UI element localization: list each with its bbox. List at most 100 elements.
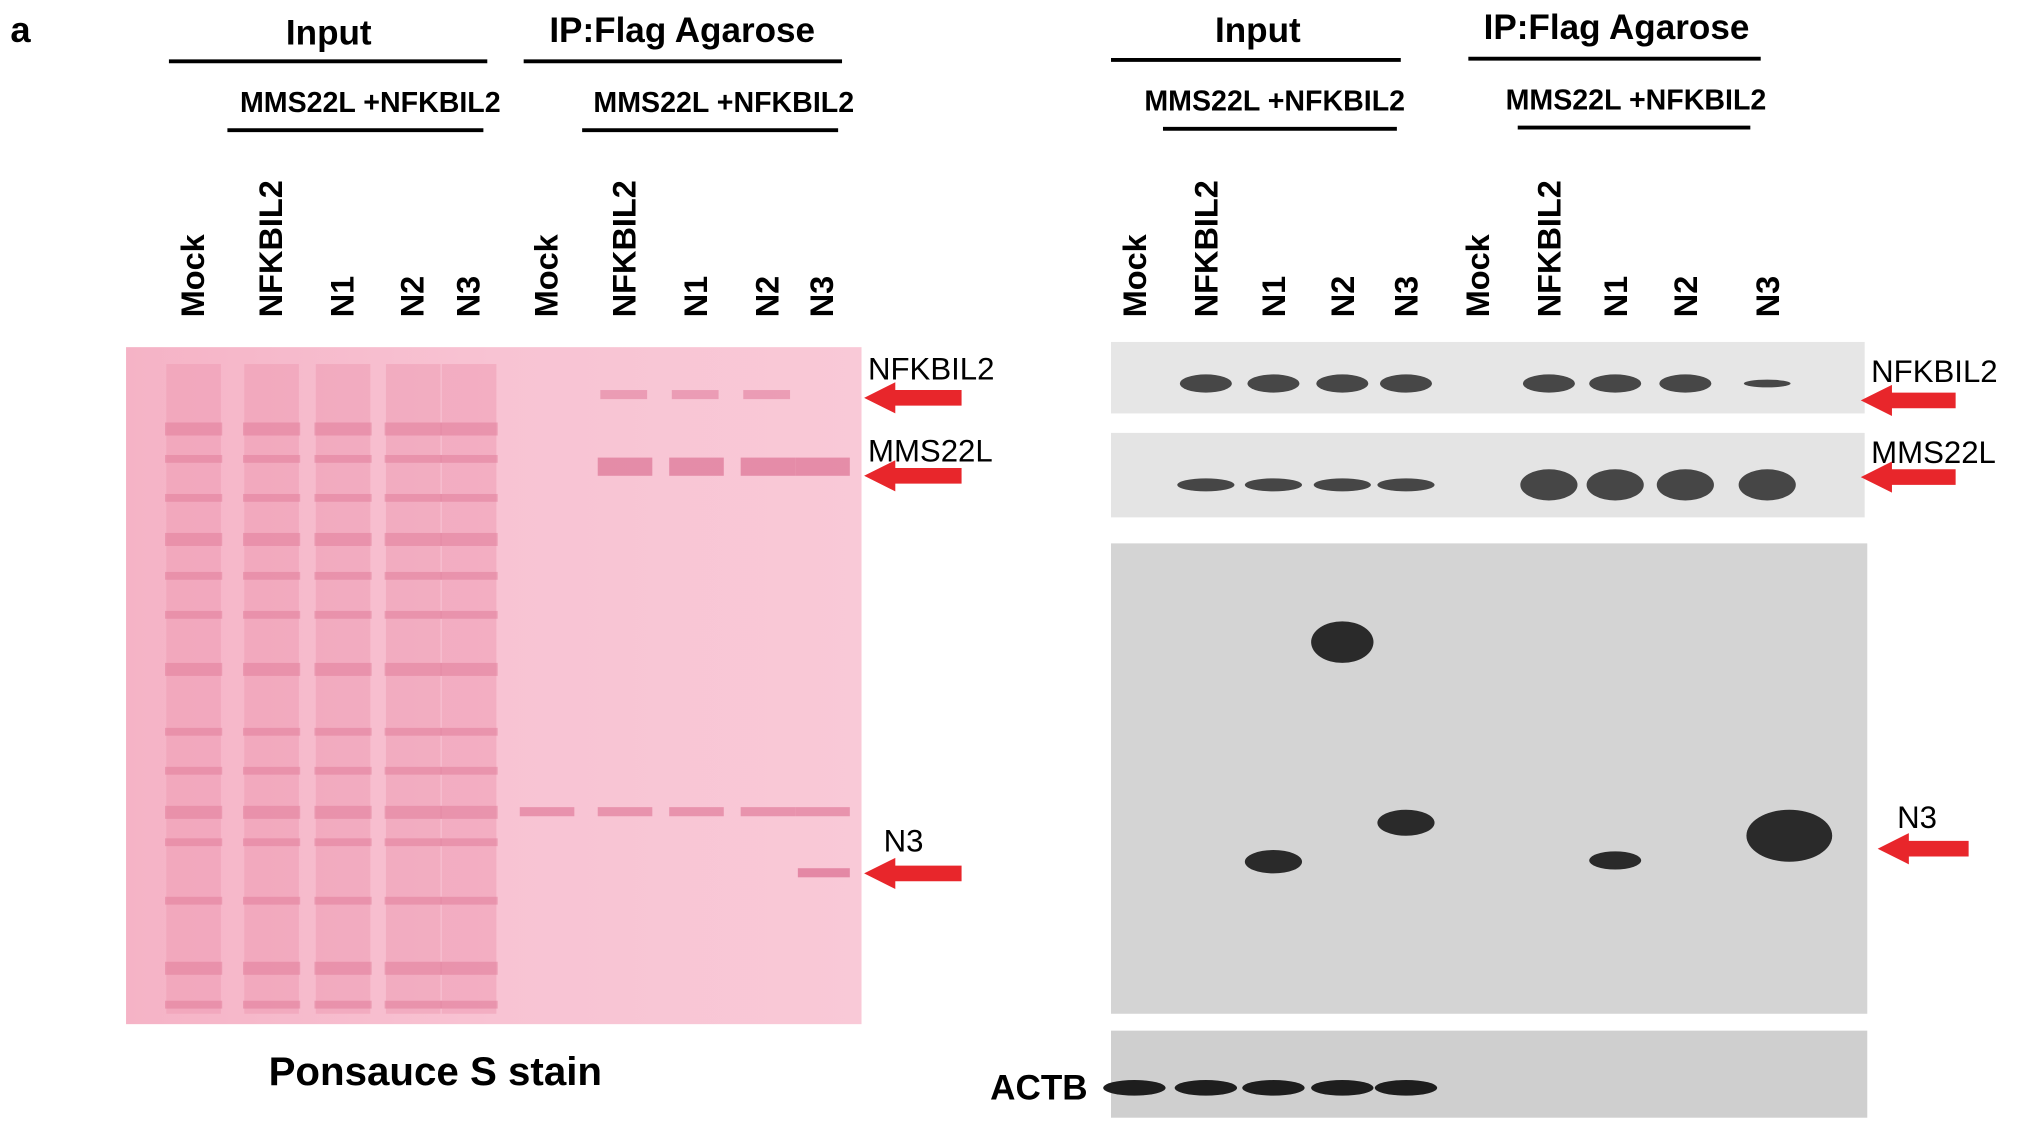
stain-band [384, 493, 442, 502]
lane-label: N3 [1750, 276, 1786, 318]
stain-band [165, 422, 223, 436]
band [1174, 1080, 1238, 1096]
lane-label: NFKBIL2 [1189, 180, 1225, 317]
stain-band [242, 422, 301, 436]
stain-band [165, 805, 223, 819]
group-title: Input [1215, 11, 1301, 50]
stain-band [314, 838, 372, 847]
stain-band [597, 807, 653, 817]
stain-band [384, 838, 442, 847]
stain-band [669, 457, 724, 476]
lane-label: Mock [175, 233, 211, 317]
band [1738, 469, 1796, 501]
stain-band [440, 532, 498, 546]
lane-label: NFKBIL2 [253, 180, 289, 317]
group-subtitle: MMS22L +NFKBIL2 [593, 87, 854, 119]
red-arrow [864, 460, 962, 492]
lane-label: N1 [324, 276, 360, 318]
band [1586, 469, 1644, 501]
stain-band [795, 807, 850, 817]
stain-band [242, 766, 301, 775]
lane-smear [244, 364, 299, 1014]
stain-band [740, 457, 796, 476]
stain-band [740, 807, 796, 817]
stain-band [314, 662, 372, 676]
loading-control-label: ACTB [990, 1069, 1087, 1108]
band [1377, 809, 1435, 836]
stain-band [242, 532, 301, 546]
stain-band [669, 807, 724, 817]
stain-band [165, 896, 223, 905]
band [1659, 374, 1712, 393]
blot-actb [1111, 1030, 1868, 1118]
red-arrow [864, 857, 962, 890]
stain-band [242, 838, 301, 847]
stain-band [314, 422, 372, 436]
panel-label: a [10, 9, 31, 50]
stain-band [384, 805, 442, 819]
stain-band [384, 1000, 442, 1009]
band [1247, 374, 1300, 393]
group-title: IP:Flag Agarose [1484, 8, 1750, 47]
stain-band [440, 1000, 498, 1009]
stain-band [314, 961, 372, 975]
stain-band [519, 807, 575, 817]
stain-band [242, 454, 301, 463]
band [1522, 374, 1575, 393]
band [1103, 1080, 1166, 1096]
stain-band [440, 766, 498, 775]
band [1379, 374, 1432, 393]
band [1589, 851, 1642, 870]
stain-band [165, 727, 223, 736]
marker-label: N3 [884, 823, 924, 858]
lane-label: N1 [678, 276, 714, 318]
stain-band [242, 493, 301, 502]
stain-band [242, 961, 301, 975]
band [1374, 1080, 1438, 1096]
stain-band [165, 961, 223, 975]
stain-band [795, 457, 850, 476]
stain-band [242, 805, 301, 819]
band [1244, 478, 1303, 492]
stain-band [242, 662, 301, 676]
stain-band [314, 1000, 372, 1009]
blot-mms22l [1111, 432, 1865, 518]
stain-band [242, 1000, 301, 1009]
stain-band [165, 571, 223, 580]
group-title: Input [286, 13, 372, 52]
stain-band [314, 532, 372, 546]
stain-band [384, 422, 442, 436]
stain-band [440, 422, 498, 436]
band [1313, 478, 1371, 492]
group-subtitle: MMS22L +NFKBIL2 [1506, 84, 1767, 116]
stain-band [384, 610, 442, 619]
band [1311, 621, 1374, 663]
stain-band [797, 868, 850, 878]
lane-label: N1 [1256, 276, 1292, 318]
stain-band [242, 571, 301, 580]
red-arrow [1860, 384, 1956, 417]
lane-label: N2 [1668, 276, 1704, 318]
lane-label: Mock [1117, 233, 1153, 317]
stain-band [165, 493, 223, 502]
stain-band [440, 454, 498, 463]
red-arrow [1877, 833, 1969, 865]
stain-band [440, 493, 498, 502]
stain-band [384, 896, 442, 905]
lane-smear [166, 364, 221, 1014]
band [1242, 1080, 1305, 1096]
stain-band [440, 662, 498, 676]
stain-band [440, 571, 498, 580]
lane-label: N2 [749, 276, 785, 318]
band [1316, 374, 1369, 393]
stain-band [384, 727, 442, 736]
marker-label: N3 [1897, 800, 1937, 835]
stain-band [743, 390, 791, 400]
lane-label: N3 [804, 276, 840, 318]
stain-band [242, 727, 301, 736]
stain-band [384, 532, 442, 546]
stain-band [314, 493, 372, 502]
band [1177, 478, 1235, 492]
stain-band [440, 838, 498, 847]
